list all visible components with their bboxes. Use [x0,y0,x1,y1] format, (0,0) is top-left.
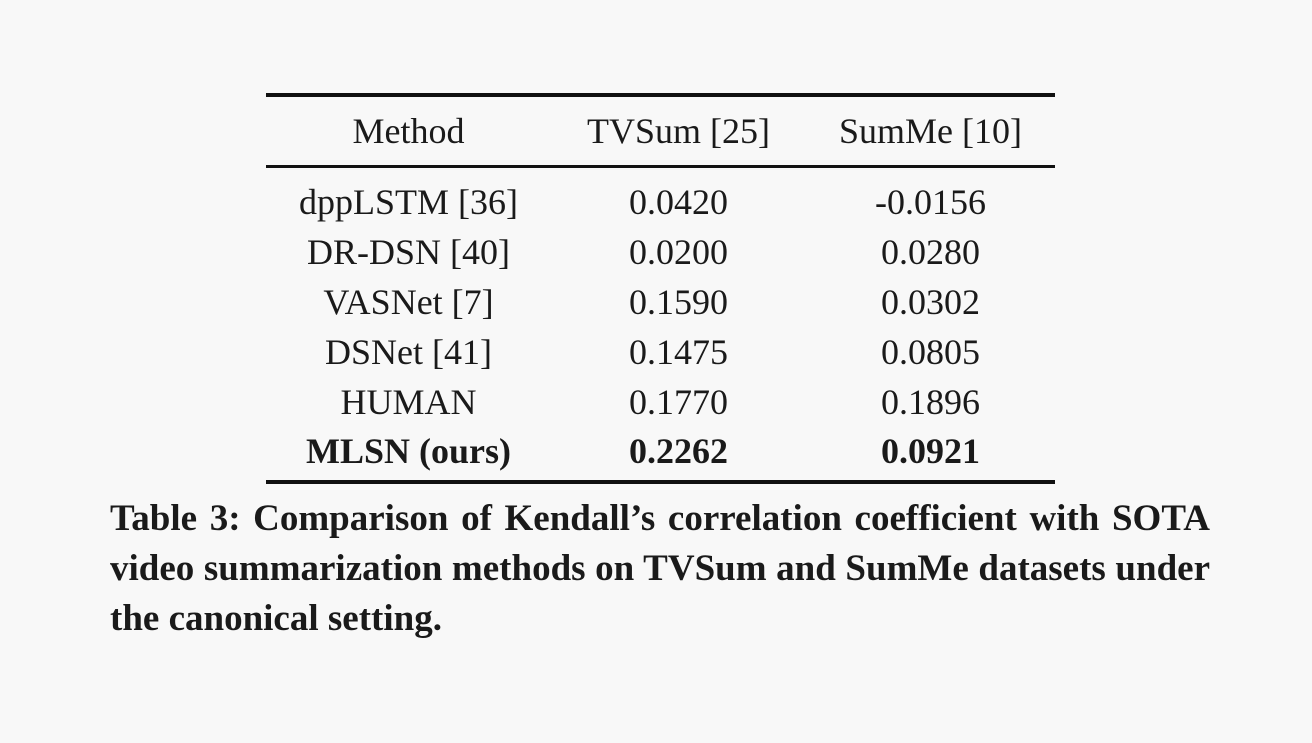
table-row: HUMAN 0.1770 0.1896 [266,377,1055,427]
cell-summe: 0.0921 [881,430,980,471]
cell-tvsum: 0.1590 [629,282,728,322]
table-row: dppLSTM [36] 0.0420 -0.0156 [266,166,1055,227]
table-row-ours: MLSN (ours) 0.2262 0.0921 [266,427,1055,482]
results-table: Method TVSum [25] SumMe [10] dppLSTM [36… [266,93,1055,484]
table-row: VASNet [7] 0.1590 0.0302 [266,277,1055,327]
cell-method: DR-DSN [40] [307,232,510,272]
cell-method: dppLSTM [36] [299,182,518,223]
table-row: DSNet [41] 0.1475 0.0805 [266,327,1055,377]
cell-method: VASNet [7] [323,282,494,322]
cell-tvsum: 0.2262 [629,430,728,471]
cell-summe: 0.0805 [881,332,980,372]
table-caption: Table 3: Comparison of Kendall’s correla… [110,498,1210,639]
cell-method: DSNet [41] [325,332,492,372]
header-tvsum: TVSum [25] [551,95,806,168]
cell-summe: -0.0156 [875,182,986,223]
cell-method: HUMAN [340,382,477,422]
cell-tvsum: 0.1770 [629,382,728,422]
cell-tvsum: 0.0420 [629,182,728,223]
cell-tvsum: 0.1475 [629,332,728,372]
cell-summe: 0.0302 [881,282,980,322]
cell-method: MLSN (ours) [306,430,511,471]
cell-summe: 0.0280 [881,232,980,272]
header-summe: SumMe [10] [806,95,1055,168]
cell-summe: 0.1896 [881,382,980,422]
header-method: Method [266,95,551,168]
table-row: DR-DSN [40] 0.0200 0.0280 [266,227,1055,277]
table-header-row: Method TVSum [25] SumMe [10] [266,95,1055,168]
cell-tvsum: 0.0200 [629,232,728,272]
